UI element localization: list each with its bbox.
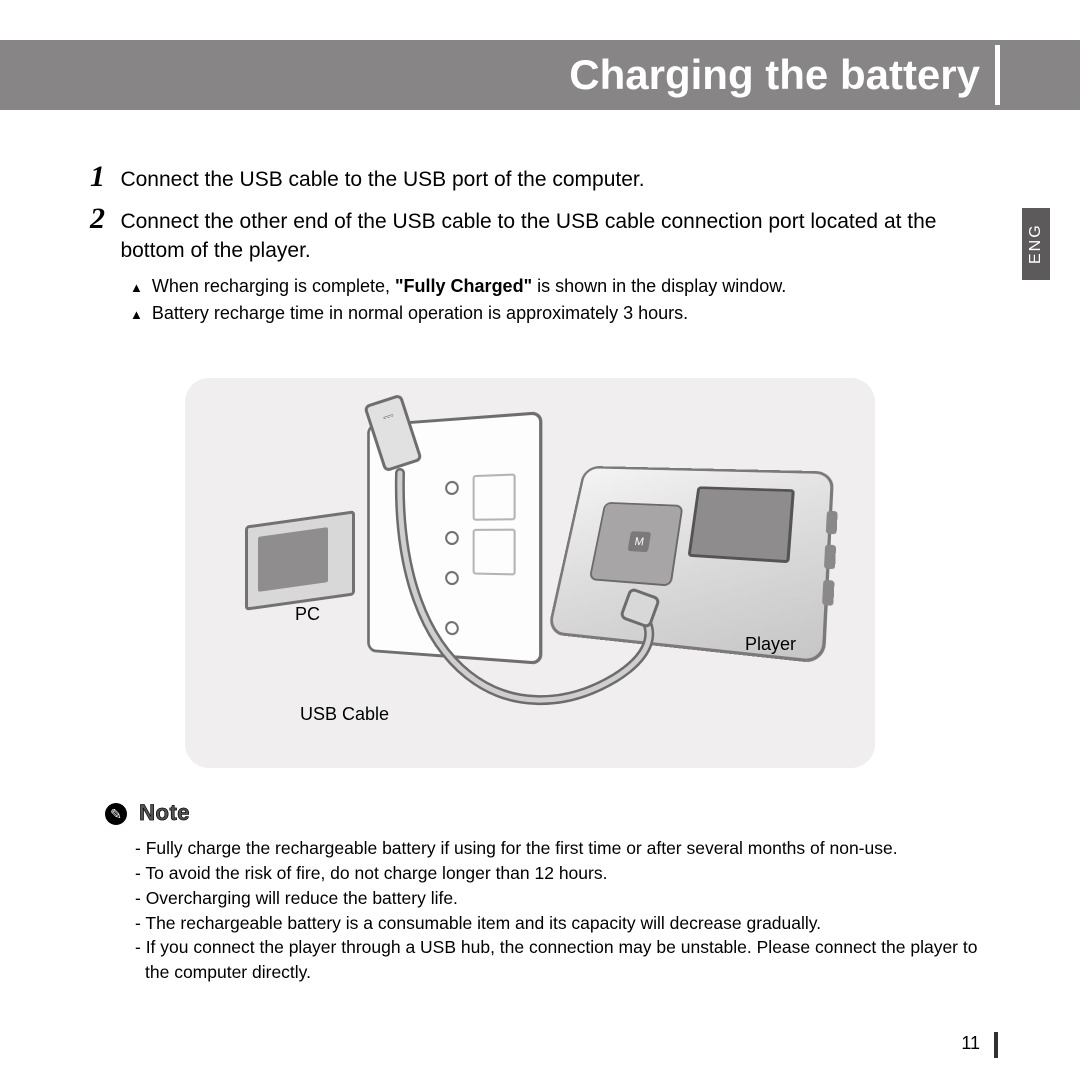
figure: PC USB Cable Player — [185, 378, 875, 768]
triangle-icon: ▲ — [130, 280, 143, 295]
page-number: 11 — [961, 1033, 980, 1054]
note-heading-text: Note — [139, 800, 190, 825]
step-1-text: Connect the USB cable to the USB port of… — [120, 160, 960, 194]
sub1-bold: "Fully Charged" — [395, 276, 532, 296]
sub1-post: is shown in the display window. — [532, 276, 786, 296]
page-number-divider — [994, 1032, 998, 1058]
note-item: - Overcharging will reduce the battery l… — [135, 886, 985, 911]
step-2-number: 2 — [90, 202, 116, 236]
step-2: 2 Connect the other end of the USB cable… — [90, 202, 1000, 265]
note-heading: ✎ Note — [105, 800, 985, 826]
content-area: 1 Connect the USB cable to the USB port … — [90, 160, 1000, 327]
step-1: 1 Connect the USB cable to the USB port … — [90, 160, 1000, 194]
figure-label-player: Player — [745, 634, 796, 655]
figure-label-usb: USB Cable — [300, 704, 389, 725]
sub-bullets: ▲ When recharging is complete, "Fully Ch… — [130, 273, 1000, 327]
triangle-icon: ▲ — [130, 307, 143, 322]
title-divider — [995, 45, 1000, 105]
step-2-text: Connect the other end of the USB cable t… — [120, 202, 960, 265]
note-item: - To avoid the risk of fire, do not char… — [135, 861, 985, 886]
note-item: - If you connect the player through a US… — [135, 935, 985, 985]
pc-monitor-icon — [245, 510, 355, 610]
note-block: ✎ Note - Fully charge the rechargeable b… — [105, 800, 985, 985]
note-item: - Fully charge the rechargeable battery … — [135, 836, 985, 861]
language-tab: ENG — [1022, 208, 1050, 280]
page-title: Charging the battery — [569, 40, 980, 110]
note-list: - Fully charge the rechargeable battery … — [135, 836, 985, 985]
note-item: - The rechargeable battery is a consumab… — [135, 911, 985, 936]
sub-bullet-2: ▲ Battery recharge time in normal operat… — [130, 300, 1000, 327]
pencil-icon: ✎ — [105, 803, 127, 825]
step-1-number: 1 — [90, 160, 116, 194]
sub-bullet-1: ▲ When recharging is complete, "Fully Ch… — [130, 273, 1000, 300]
sub1-pre: When recharging is complete, — [152, 276, 395, 296]
figure-label-pc: PC — [295, 604, 320, 625]
sub2-text: Battery recharge time in normal operatio… — [152, 303, 688, 323]
